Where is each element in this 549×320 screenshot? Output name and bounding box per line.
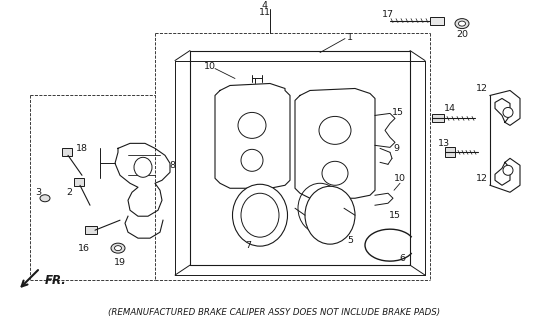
Text: 17: 17 — [382, 10, 394, 19]
Text: 19: 19 — [114, 258, 126, 267]
Ellipse shape — [322, 161, 348, 185]
Ellipse shape — [298, 183, 342, 233]
Text: 12: 12 — [476, 84, 488, 93]
Text: 20: 20 — [456, 30, 468, 39]
Text: 10: 10 — [204, 62, 216, 71]
Ellipse shape — [238, 112, 266, 138]
Text: 1: 1 — [347, 33, 353, 42]
Text: 5: 5 — [347, 236, 353, 245]
Ellipse shape — [40, 195, 50, 202]
Circle shape — [503, 108, 513, 117]
Text: 15: 15 — [392, 108, 404, 117]
Text: 7: 7 — [245, 241, 251, 250]
FancyBboxPatch shape — [85, 226, 97, 234]
Ellipse shape — [305, 186, 355, 244]
Ellipse shape — [241, 149, 263, 171]
Text: 12: 12 — [476, 174, 488, 183]
Text: 10: 10 — [394, 174, 406, 183]
Text: 16: 16 — [78, 244, 90, 253]
FancyBboxPatch shape — [445, 147, 455, 157]
Ellipse shape — [134, 157, 152, 177]
Ellipse shape — [319, 116, 351, 144]
Text: 4: 4 — [262, 1, 268, 10]
Text: 11: 11 — [259, 8, 271, 17]
Text: 3: 3 — [35, 188, 41, 197]
Text: 18: 18 — [76, 144, 88, 153]
Text: (REMANUFACTURED BRAKE CALIPER ASSY DOES NOT INCLUDE BRAKE PADS): (REMANUFACTURED BRAKE CALIPER ASSY DOES … — [108, 308, 440, 316]
Text: FR.: FR. — [45, 274, 67, 287]
Text: 8: 8 — [169, 161, 175, 170]
Circle shape — [503, 165, 513, 175]
Ellipse shape — [232, 184, 288, 246]
Ellipse shape — [111, 243, 125, 253]
Ellipse shape — [458, 21, 466, 26]
Text: 13: 13 — [438, 139, 450, 148]
Text: 2: 2 — [66, 188, 72, 197]
Text: 14: 14 — [444, 104, 456, 113]
Text: 9: 9 — [393, 144, 399, 153]
Ellipse shape — [115, 246, 121, 251]
FancyBboxPatch shape — [430, 17, 444, 25]
FancyBboxPatch shape — [62, 148, 72, 156]
Text: 15: 15 — [389, 211, 401, 220]
Text: 6: 6 — [399, 254, 405, 263]
FancyBboxPatch shape — [74, 178, 84, 186]
Ellipse shape — [241, 193, 279, 237]
FancyBboxPatch shape — [432, 115, 444, 123]
Ellipse shape — [455, 19, 469, 28]
